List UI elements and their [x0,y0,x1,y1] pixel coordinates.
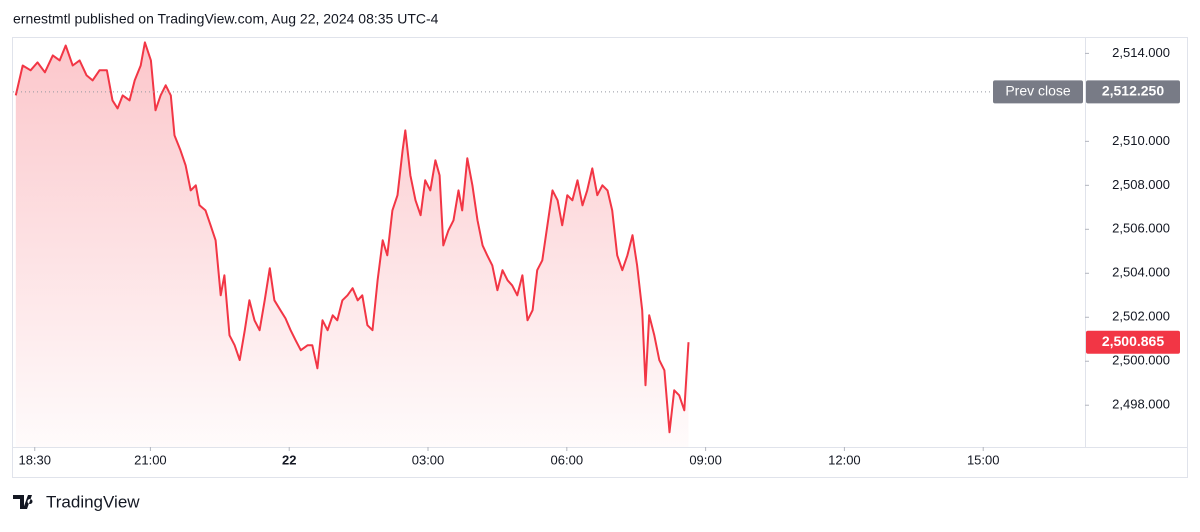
x-tick-label: 06:00 [551,452,584,467]
x-tick-label: 03:00 [412,452,445,467]
chart-frame [12,37,1188,478]
y-tick-label: 2,498.000 [1112,397,1170,412]
brand: TradingView [46,492,140,511]
x-tick-label: 21:00 [134,452,167,467]
logo [13,495,33,509]
last-price-box [1086,330,1180,354]
x-tick-label: 22 [282,452,296,467]
prev-close-name: Prev close [1005,83,1071,99]
y-tick-label: 2,504.000 [1112,265,1170,280]
prev-close-name-box [993,80,1083,104]
y-tick-label: 2,506.000 [1112,221,1170,236]
price-line [14,41,690,434]
last-price-value: 2,500.865 [1102,333,1164,349]
x-tick-label: 09:00 [689,452,722,467]
y-tick-label: 2,502.000 [1112,309,1170,324]
x-tick-label: 15:00 [967,452,1000,467]
y-tick-label: 2,500.000 [1112,353,1170,368]
y-tick-label: 2,514.000 [1112,45,1170,60]
publisher-line: ernestmtl published on TradingView.com, … [13,11,439,27]
y-tick-label: 2,510.000 [1112,133,1170,148]
x-tick-label: 12:00 [828,452,861,467]
prev-close-value-box [1086,80,1180,104]
prev-close-value: 2,512.250 [1102,83,1164,99]
y-tick-label: 2,508.000 [1112,177,1170,192]
area-fill [15,42,689,448]
x-tick-label: 18:30 [18,452,51,467]
footer: TradingView [13,492,140,511]
